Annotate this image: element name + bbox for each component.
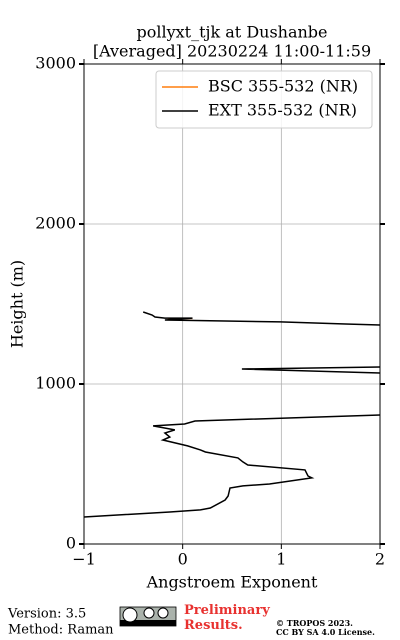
- legend: BSC 355-532 (NR) EXT 355-532 (NR): [155, 70, 373, 129]
- y-tick-label: 3000: [35, 54, 76, 73]
- grid: [83, 63, 381, 545]
- y-axis-label: Height (m): [8, 260, 27, 348]
- x-axis-label: Angstroem Exponent: [146, 573, 318, 592]
- chart-title: pollyxt_tjk at Dushanbe: [136, 23, 327, 42]
- x-tick-label: −1: [72, 550, 96, 569]
- x-tick-label: 0: [178, 550, 188, 569]
- license-text: CC BY SA 4.0 License.: [276, 627, 375, 637]
- y-tick-label: 1000: [35, 374, 76, 393]
- legend-label: BSC 355-532 (NR): [208, 77, 358, 96]
- plot-frame: [83, 63, 381, 545]
- cc-logo: [119, 606, 177, 627]
- version-text: Version: 3.5: [7, 607, 86, 622]
- preliminary-text: Preliminary Results.: [184, 603, 270, 633]
- y-tick-label: 0: [66, 534, 76, 553]
- x-tick-label: 2: [375, 550, 385, 569]
- plot-lines: [84, 311, 380, 518]
- x-tick-label: 1: [276, 550, 286, 569]
- y-tick-label: 2000: [35, 214, 76, 233]
- series-line: [84, 311, 380, 518]
- legend-box: [155, 70, 373, 129]
- copyright-text: © TROPOS 2023.: [276, 618, 353, 628]
- legend-label: EXT 355-532 (NR): [208, 101, 357, 120]
- chart-subtitle: [Averaged] 20230224 11:00-11:59: [93, 42, 371, 61]
- method-text: Method: Raman: [8, 623, 114, 638]
